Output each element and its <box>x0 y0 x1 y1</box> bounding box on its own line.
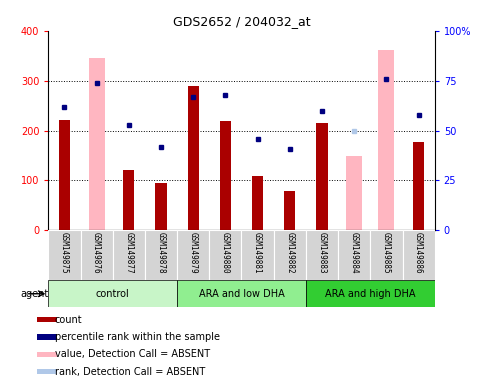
Bar <box>346 156 362 230</box>
Bar <box>37 334 57 339</box>
Bar <box>187 86 199 230</box>
FancyBboxPatch shape <box>274 230 306 280</box>
Text: rank, Detection Call = ABSENT: rank, Detection Call = ABSENT <box>55 366 205 377</box>
FancyBboxPatch shape <box>338 230 370 280</box>
Text: GSM149885: GSM149885 <box>382 232 391 274</box>
FancyBboxPatch shape <box>145 230 177 280</box>
Text: value, Detection Call = ABSENT: value, Detection Call = ABSENT <box>55 349 210 359</box>
Bar <box>306 280 435 307</box>
Bar <box>316 123 327 230</box>
Text: control: control <box>96 289 129 299</box>
Bar <box>37 369 57 374</box>
Text: ARA and high DHA: ARA and high DHA <box>325 289 415 299</box>
Bar <box>88 58 105 230</box>
Bar <box>59 119 70 230</box>
Bar <box>378 50 395 230</box>
Bar <box>37 352 57 357</box>
Bar <box>123 170 134 230</box>
FancyBboxPatch shape <box>370 230 402 280</box>
Bar <box>252 177 263 230</box>
Bar <box>177 280 306 307</box>
Text: count: count <box>55 314 82 325</box>
FancyBboxPatch shape <box>113 230 145 280</box>
FancyBboxPatch shape <box>306 230 338 280</box>
Bar <box>37 317 57 322</box>
Bar <box>413 142 424 230</box>
FancyBboxPatch shape <box>81 230 113 280</box>
Text: GSM149884: GSM149884 <box>350 232 359 274</box>
FancyBboxPatch shape <box>402 230 435 280</box>
Bar <box>220 121 231 230</box>
Text: GSM149875: GSM149875 <box>60 232 69 274</box>
Text: GSM149880: GSM149880 <box>221 232 230 274</box>
Text: GSM149881: GSM149881 <box>253 232 262 274</box>
Text: GSM149883: GSM149883 <box>317 232 327 274</box>
Text: GSM149879: GSM149879 <box>189 232 198 274</box>
Text: GSM149886: GSM149886 <box>414 232 423 274</box>
Bar <box>48 280 177 307</box>
Text: agent: agent <box>20 289 48 299</box>
Text: GSM149876: GSM149876 <box>92 232 101 274</box>
Title: GDS2652 / 204032_at: GDS2652 / 204032_at <box>173 15 310 28</box>
Text: percentile rank within the sample: percentile rank within the sample <box>55 332 220 342</box>
Bar <box>156 183 167 230</box>
Text: GSM149877: GSM149877 <box>124 232 133 274</box>
Text: ARA and low DHA: ARA and low DHA <box>199 289 284 299</box>
Text: GSM149882: GSM149882 <box>285 232 294 274</box>
Text: GSM149878: GSM149878 <box>156 232 166 274</box>
FancyBboxPatch shape <box>242 230 274 280</box>
FancyBboxPatch shape <box>48 230 81 280</box>
FancyBboxPatch shape <box>177 230 209 280</box>
Bar <box>284 192 296 230</box>
FancyBboxPatch shape <box>209 230 242 280</box>
